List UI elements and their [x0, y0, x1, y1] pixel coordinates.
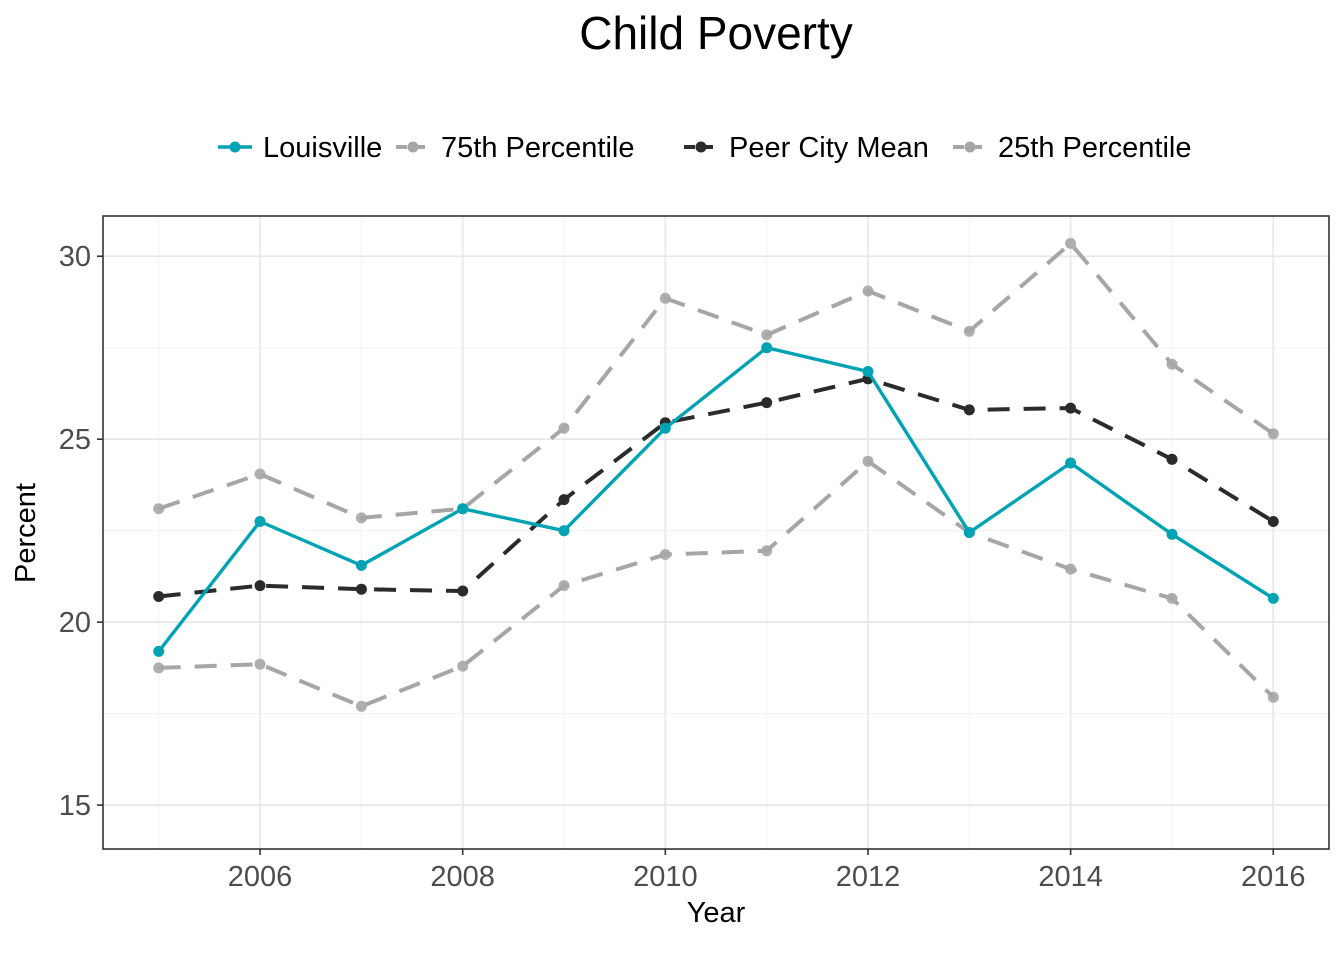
data-point-peer-city-mean — [761, 397, 773, 409]
data-point-louisville — [355, 559, 367, 571]
legend: Louisville 75th Percentile Peer City Mean 2… — [218, 132, 1191, 164]
data-point-louisville — [1166, 528, 1178, 540]
data-point-peer-city-mean — [1065, 402, 1077, 414]
data-point-peer-city-mean — [558, 494, 570, 506]
x-tick-label: 2010 — [633, 861, 698, 893]
legend-key-point-peer-city-mean — [695, 141, 707, 153]
data-point-25th-percentile — [153, 662, 165, 674]
data-point-louisville — [558, 525, 570, 537]
series-line-peer-city-mean — [158, 376, 1275, 599]
legend-label-25th-percentile: 25th Percentile — [998, 132, 1191, 164]
data-point-75th-percentile — [1166, 358, 1178, 370]
series-line-25th-percentile — [158, 459, 1275, 709]
x-tick-label: 2012 — [836, 861, 901, 893]
data-point-peer-city-mean — [254, 580, 266, 592]
data-point-louisville — [761, 342, 773, 354]
y-tick-label: 30 — [59, 241, 91, 273]
legend-item-peer-city-mean: Peer City Mean — [684, 132, 929, 164]
chart-title: Child Poverty — [579, 7, 853, 59]
data-point-75th-percentile — [963, 325, 975, 337]
series-line-75th-percentile — [158, 241, 1275, 520]
x-tick-label: 2016 — [1241, 861, 1306, 893]
legend-item-75th-percentile: 75th Percentile — [396, 132, 634, 164]
legend-item-louisville: Louisville — [218, 132, 382, 164]
data-point-25th-percentile — [1065, 563, 1077, 575]
data-point-25th-percentile — [355, 700, 367, 712]
data-point-75th-percentile — [153, 503, 165, 515]
data-point-75th-percentile — [659, 292, 671, 304]
data-point-louisville — [1065, 457, 1077, 469]
data-point-25th-percentile — [761, 545, 773, 557]
legend-label-louisville: Louisville — [263, 132, 382, 164]
data-point-75th-percentile — [1065, 237, 1077, 249]
y-tick-label: 20 — [59, 607, 91, 639]
data-point-louisville — [963, 527, 975, 538]
data-point-peer-city-mean — [153, 591, 165, 602]
y-tick-label: 15 — [59, 790, 91, 822]
data-point-peer-city-mean — [355, 583, 367, 595]
data-point-25th-percentile — [1166, 592, 1178, 604]
plot-border — [102, 215, 1330, 850]
data-point-25th-percentile — [558, 580, 570, 592]
data-point-peer-city-mean — [457, 585, 469, 597]
data-point-75th-percentile — [254, 468, 266, 480]
plot-area: 15 20 25 30 2006 2008 2010 2012 2014 2016 — [59, 215, 1330, 893]
plot-background — [103, 216, 1329, 849]
data-point-75th-percentile — [355, 512, 367, 524]
data-point-25th-percentile — [862, 455, 874, 467]
legend-item-25th-percentile: 25th Percentile — [953, 132, 1191, 164]
data-point-louisville — [457, 503, 469, 515]
legend-key-point-75th-percentile — [407, 141, 419, 153]
legend-key-point-louisville — [229, 141, 241, 153]
data-point-louisville — [1267, 592, 1279, 604]
y-tick-label: 25 — [59, 424, 91, 456]
data-point-25th-percentile — [659, 549, 671, 560]
data-point-peer-city-mean — [1267, 516, 1279, 527]
data-point-louisville — [862, 366, 874, 377]
legend-label-peer-city-mean: Peer City Mean — [729, 132, 929, 164]
data-point-peer-city-mean — [963, 404, 975, 416]
data-point-louisville — [153, 645, 165, 657]
data-point-25th-percentile — [254, 658, 266, 670]
data-point-75th-percentile — [558, 422, 570, 434]
data-point-75th-percentile — [862, 285, 874, 297]
x-tick-label: 2008 — [430, 861, 495, 893]
x-tick-label: 2006 — [228, 861, 293, 893]
x-tick-label: 2014 — [1038, 861, 1103, 893]
data-point-louisville — [659, 422, 671, 434]
y-axis-label: Percent — [10, 483, 42, 583]
series-line-louisville — [157, 346, 1275, 653]
legend-label-75th-percentile: 75th Percentile — [441, 132, 634, 164]
x-axis-label: Year — [687, 897, 746, 929]
data-point-75th-percentile — [1267, 428, 1279, 440]
data-point-25th-percentile — [457, 660, 469, 672]
data-point-75th-percentile — [761, 329, 773, 341]
legend-key-point-25th-percentile — [964, 141, 976, 153]
data-point-louisville — [254, 516, 266, 527]
data-point-25th-percentile — [1267, 691, 1279, 703]
data-point-peer-city-mean — [1166, 453, 1178, 465]
